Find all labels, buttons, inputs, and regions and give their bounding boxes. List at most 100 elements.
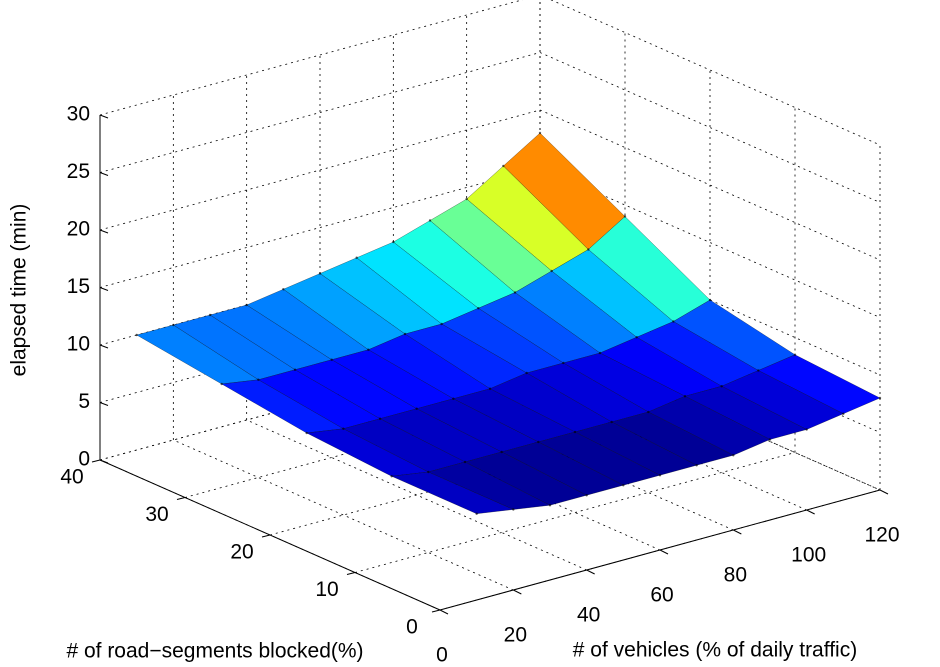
z-tick (99, 229, 109, 234)
surface-vertex (220, 382, 223, 386)
z-tick-label: 25 (67, 160, 90, 183)
x-tick-label: 60 (650, 584, 673, 607)
y-tick (176, 497, 186, 500)
x-axis-label: # of vehicles (% of daily traffic) (573, 639, 857, 662)
surface-vertex (622, 484, 625, 487)
surface-vertex (390, 475, 393, 478)
surface-vertex (720, 385, 723, 388)
x-tick-label: 40 (577, 604, 600, 627)
surface-vertex (415, 407, 418, 410)
y-tick-label: 40 (60, 466, 83, 489)
y-tick-label: 10 (315, 578, 338, 601)
surface-vertex (257, 378, 260, 381)
surface-vertex (672, 320, 675, 323)
grid-line (246, 419, 587, 571)
surface-vertex (355, 256, 358, 259)
z-tick (99, 402, 109, 406)
surface-vertex (475, 512, 478, 515)
surface-vertex (465, 197, 468, 201)
surface-vertex (513, 291, 517, 294)
surface-vertex (623, 215, 627, 218)
surface-vertex (598, 351, 602, 355)
surface-vertex (403, 332, 407, 336)
surface-vertex (172, 323, 175, 327)
surface-vertex (463, 460, 467, 464)
surface-vertex (427, 470, 430, 474)
x-tick-label: 80 (724, 564, 747, 587)
grid-line (99, 0, 524, 116)
y-axis-label: # of road−segments blocked(%) (66, 640, 363, 663)
surface-vertex (695, 464, 698, 467)
surface-vertex (452, 397, 455, 400)
x-tick (806, 509, 815, 515)
surface-vertex (502, 164, 505, 168)
y-tick-label: 30 (145, 503, 168, 526)
grid-line (354, 452, 796, 573)
surface-vertex (537, 440, 540, 444)
x-tick (513, 589, 522, 595)
surface-vertex (305, 431, 308, 435)
surface-vertex (768, 438, 772, 441)
z-tick-label: 20 (67, 218, 90, 241)
z-tick-label: 5 (78, 390, 90, 413)
grid-line (393, 379, 734, 531)
surface-vertex (793, 353, 797, 356)
y-tick (91, 459, 101, 463)
y-tick-label: 0 (406, 616, 418, 639)
surface-vertex (635, 336, 638, 339)
surface-vertex (548, 504, 552, 507)
surface-vertex (367, 348, 370, 351)
x-tick-label: 0 (436, 644, 448, 667)
surface-vertex (805, 428, 808, 431)
x-tick (439, 609, 449, 615)
surface-vertex (647, 410, 650, 414)
grid-line (99, 109, 541, 231)
surface (135, 131, 882, 515)
z-tick (99, 459, 109, 464)
surface-vertex (330, 358, 333, 361)
surface-vertex (757, 369, 760, 372)
surface-vertex (878, 396, 882, 400)
surface-vertex (477, 307, 480, 310)
z-tick-label: 15 (67, 275, 90, 298)
surface-vertex (732, 454, 735, 457)
z-tick (99, 344, 109, 349)
x-tick-label: 120 (864, 524, 899, 547)
z-tick (99, 114, 109, 119)
y-tick (346, 572, 356, 575)
surface-vertex (708, 298, 712, 302)
z-tick-label: 30 (67, 103, 90, 126)
surface-vertex (573, 430, 577, 434)
grid-line (99, 52, 541, 173)
grid-line (466, 359, 807, 511)
surface-vertex (683, 395, 687, 398)
surface-vertex (610, 420, 613, 424)
surface-vertex (500, 450, 503, 454)
z-axis-label: elapsed time (min) (8, 204, 31, 377)
surface-vertex (488, 387, 492, 390)
surface-vertex (550, 269, 553, 273)
surface-vertex (585, 494, 588, 497)
grid-line (319, 399, 661, 551)
surface-vertex (562, 361, 565, 365)
z-tick-label: 10 (67, 333, 90, 356)
surface-vertex (440, 322, 443, 326)
grid-line (539, 109, 881, 261)
surface-vertex (282, 288, 285, 291)
y-tick (261, 534, 271, 538)
grid-line (539, 339, 881, 491)
surface-vertex (538, 131, 542, 135)
surface-vertex (587, 248, 590, 251)
surface-vertex (842, 412, 845, 415)
z-tick-label: 0 (78, 448, 90, 471)
x-tick-label: 20 (504, 624, 527, 647)
grid-line (99, 167, 541, 288)
surface-vertex (293, 368, 297, 371)
z-tick (99, 287, 109, 291)
x-tick (733, 529, 742, 535)
x-tick-label: 100 (791, 544, 826, 567)
y-tick (431, 609, 441, 613)
surface-vertex (392, 240, 395, 244)
